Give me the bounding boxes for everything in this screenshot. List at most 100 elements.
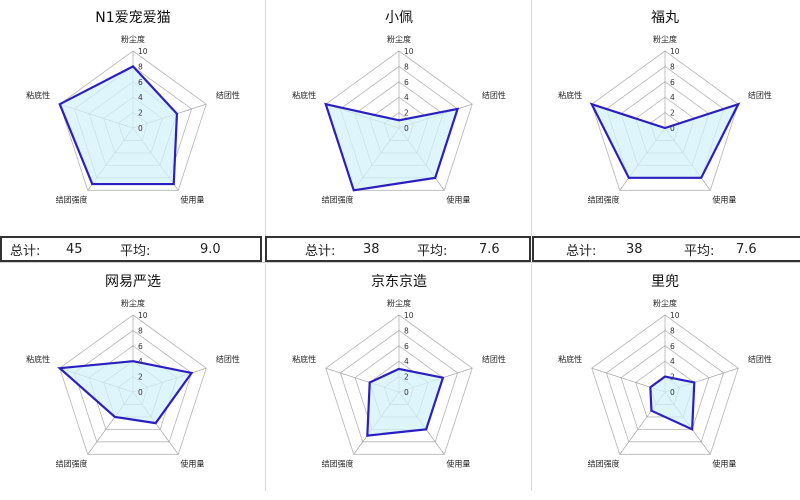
grid-ring [620,345,710,430]
axis-label: 使用量 [446,458,470,468]
tick-label: 0 [670,124,675,133]
axis-label: 粉尘度 [387,34,411,44]
total-value: 38 [363,241,380,257]
row-divider [0,262,800,263]
grid-ring [59,50,207,191]
avg-value: 7.6 [736,241,757,257]
axis-label: 结团性 [748,90,772,100]
chart-title: 福丸 [651,10,679,26]
data-area [58,65,179,186]
tick-label: 10 [404,47,414,56]
tick-label: 0 [138,388,143,397]
grid-ring [325,50,473,191]
axis-label: 使用量 [180,458,204,468]
axis-label: 使用量 [446,194,470,204]
chart-panel-lidou: 里兜 0 2 4 6 8 10 粉尘度 结团性 使用量 结团强度 粘底性 [532,264,800,491]
axis-label: 结团强度 [588,458,620,468]
tick-label: 2 [670,109,675,118]
data-area [57,360,194,425]
tick-label: 2 [670,373,675,382]
tick-label: 6 [670,342,675,351]
axis-label: 粘底性 [558,90,582,100]
tick-label: 10 [670,311,680,320]
tick-label: 0 [404,124,409,133]
axis-label: 结团性 [482,354,506,364]
grid-ring [59,314,207,455]
grid-ring [325,314,473,455]
tick-label: 0 [404,388,409,397]
tick-label: 4 [670,93,675,102]
data-area [649,375,696,432]
grid-ring [591,50,739,191]
axis-label: 粘底性 [558,354,582,364]
data-area [366,367,445,437]
axis-label: 结团性 [216,90,240,100]
axis-label: 结团强度 [588,194,620,204]
chart-title: N1爱宠爱猫 [95,10,170,26]
axis-label: 粘底性 [26,354,50,364]
total-value: 45 [66,241,83,257]
stats-bar-xiaopei: 总计: 38 平均: 7.6 [265,236,531,262]
tick-label: 4 [404,93,409,102]
tick-label: 8 [138,326,143,335]
tick-label: 6 [404,342,409,351]
axis-label: 结团性 [748,354,772,364]
tick-label: 8 [670,326,675,335]
tick-label: 8 [138,62,143,71]
axis-label: 结团强度 [56,194,88,204]
chart-title: 里兜 [651,274,679,290]
chart-title: 小佩 [385,10,413,26]
tick-label: 8 [404,62,409,71]
tick-label: 8 [670,62,675,71]
tick-label: 10 [670,47,680,56]
tick-label: 4 [404,357,409,366]
tick-label: 4 [138,357,143,366]
total-label: 总计: [566,243,597,259]
stats-bar-fuwan: 总计: 38 平均: 7.6 [532,236,800,262]
total-label: 总计: [305,243,336,259]
chart-title: 京东京造 [371,274,427,290]
axis-label: 粉尘度 [653,298,677,308]
tick-label: 6 [404,78,409,87]
tick-label: 0 [138,124,143,133]
tick-label: 8 [404,326,409,335]
chart-panel-jingdong: 京东京造 0 2 4 6 8 10 粉尘度 结团性 使用量 结团强度 粘底性 [266,264,532,491]
chart-panel-xiaopei: 小佩 0 2 4 6 8 10 粉尘度 结团性 使用量 结团强度 粘底性 [266,0,532,236]
tick-label: 2 [404,109,409,118]
axis-label: 使用量 [180,194,204,204]
chart-panel-n1: N1爱宠爱猫 0 2 4 6 8 10 粉尘度 结团性 使用量 结团强度 粘底性 [0,0,266,236]
axis-label: 粘底性 [292,90,316,100]
tick-label: 10 [138,311,148,320]
axis-label: 粘底性 [292,354,316,364]
tick-label: 4 [138,93,143,102]
chart-title: 网易严选 [105,274,161,290]
tick-label: 0 [670,388,675,397]
chart-panel-fuwan: 福丸 0 2 4 6 8 10 粉尘度 结团性 使用量 结团强度 粘底性 [532,0,800,236]
axis-label: 结团性 [216,354,240,364]
grid-ring [339,329,459,443]
tick-label: 2 [404,373,409,382]
axis-label: 粉尘度 [387,298,411,308]
axis-label: 粉尘度 [653,34,677,44]
tick-label: 6 [138,78,143,87]
avg-label: 平均: [120,243,151,259]
data-area [589,102,741,179]
total-value: 38 [626,241,643,257]
axis-label: 结团强度 [56,458,88,468]
tick-label: 10 [404,311,414,320]
avg-label: 平均: [684,243,715,259]
tick-label: 6 [670,78,675,87]
axis-label: 粘底性 [26,90,50,100]
tick-label: 6 [138,342,143,351]
tick-label: 2 [138,109,143,118]
axis-label: 粉尘度 [121,34,145,44]
stats-bar-n1: 总计: 45 平均: 9.0 [0,236,262,262]
avg-value: 7.6 [479,241,500,257]
tick-label: 2 [138,373,143,382]
